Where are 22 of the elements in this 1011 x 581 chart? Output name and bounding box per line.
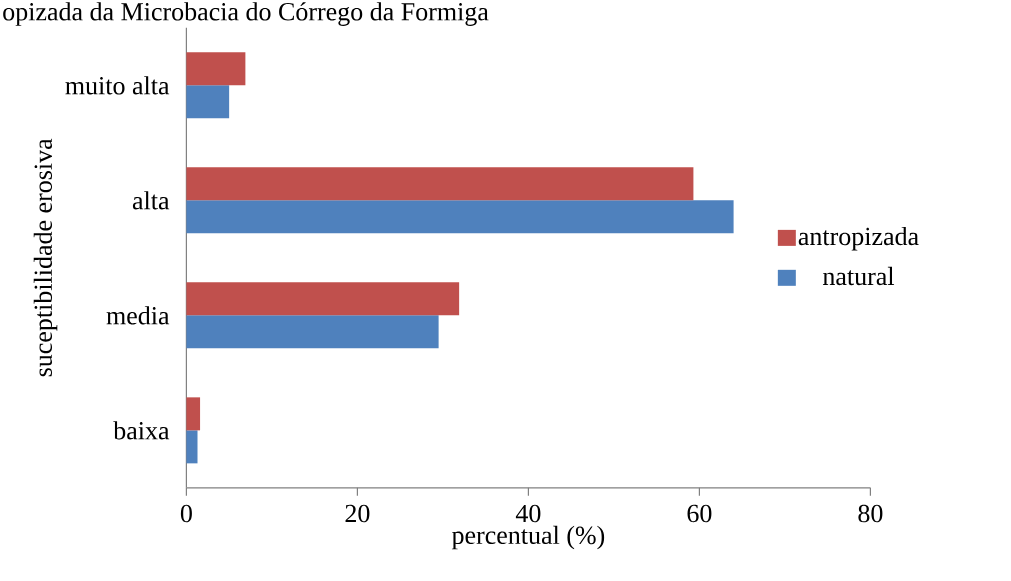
x-tick-label: 20 [345, 504, 370, 523]
x-tick-label: 0 [180, 504, 192, 523]
chart-title: opizada da Microbacia do Córrego da Formiga [3, 2, 489, 26]
bar [186, 85, 230, 119]
bar [186, 52, 246, 86]
x-tick-label: 80 [858, 504, 883, 523]
x-axis-title: percentual (%) [451, 525, 605, 550]
y-tick-label: media [106, 306, 170, 325]
y-tick-label: baixa [113, 421, 170, 440]
y-tick-label: muito alta [65, 76, 170, 95]
bar [186, 397, 201, 431]
bar [186, 167, 694, 201]
y-tick-label: alta [132, 191, 170, 210]
bar [186, 315, 439, 349]
legend-label: antropizada [798, 226, 919, 251]
y-axis-title: suceptibilidade erosiva [33, 138, 58, 377]
bar [186, 200, 734, 234]
legend-label: natural [822, 266, 895, 286]
bar [186, 430, 198, 464]
x-tick-label: 40 [515, 504, 541, 523]
bar [186, 282, 460, 316]
x-tick-label: 60 [687, 504, 712, 523]
